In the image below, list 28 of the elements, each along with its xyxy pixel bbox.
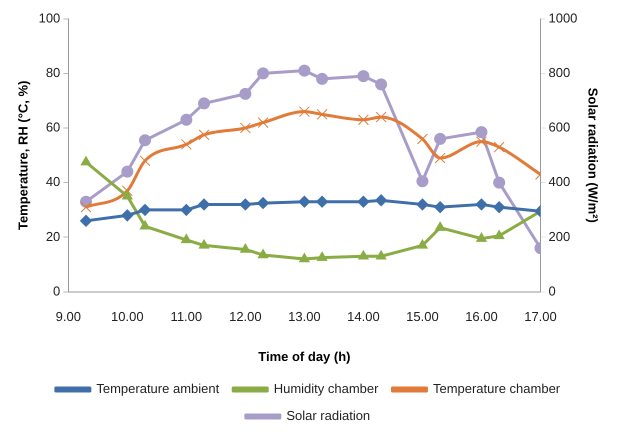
- y2-tick-label: 200: [548, 228, 570, 244]
- x-tick-label: 9.00: [56, 309, 81, 324]
- y-tick-label: 60: [46, 120, 60, 135]
- y2-axis-title: Solar radiation (W/m²): [586, 88, 601, 223]
- y-tick-label: 100: [38, 10, 60, 26]
- y2-tick-label: 0: [548, 283, 556, 298]
- legend-label: Temperature ambient: [96, 381, 220, 396]
- y2-tick-label: 600: [548, 120, 570, 135]
- y2-tick-label: 400: [548, 174, 570, 190]
- x-tick-label: 11.00: [170, 309, 202, 324]
- y-axis-title: Temperature, RH (°C, %): [15, 80, 30, 230]
- legend-label: Solar radiation: [286, 408, 370, 424]
- y-tick-label: 40: [46, 174, 60, 190]
- x-tick-label: 12.00: [229, 309, 262, 324]
- x-tick-label: 17.00: [524, 309, 557, 324]
- y-tick-label: 80: [46, 64, 60, 80]
- y2-tick-label: 1000: [548, 10, 578, 26]
- x-tick-label: 14.00: [347, 309, 380, 324]
- x-tick-label: 10.00: [111, 309, 144, 324]
- x-tick-label: 13.00: [288, 309, 321, 324]
- legend-label: Temperature chamber: [432, 381, 561, 396]
- legend-label: Humidity chamber: [274, 381, 380, 396]
- y-tick-label: 20: [46, 228, 60, 244]
- x-tick-label: 16.00: [465, 309, 498, 324]
- y-tick-label: 0: [53, 283, 60, 298]
- y2-tick-label: 800: [548, 64, 570, 80]
- x-tick-label: 15.00: [406, 309, 439, 324]
- x-axis-title: Time of day (h): [258, 348, 350, 364]
